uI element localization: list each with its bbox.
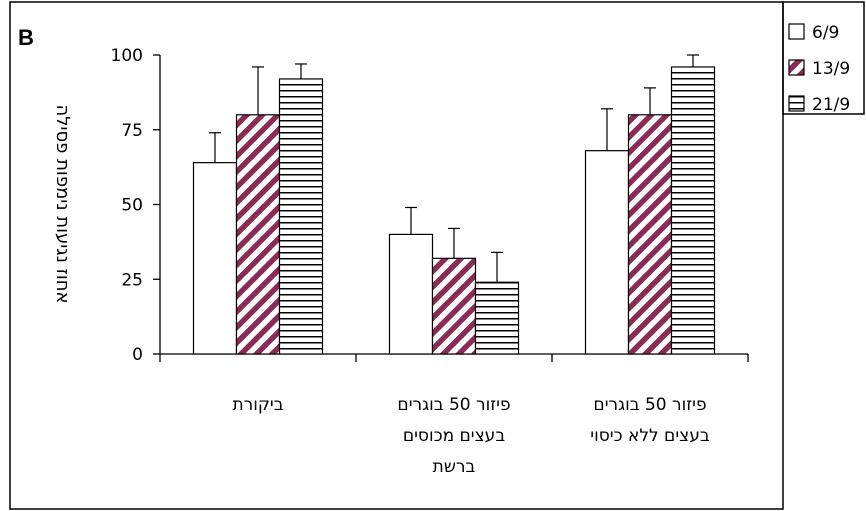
bar bbox=[388, 233, 434, 355]
y-tick-label: 75 bbox=[121, 121, 143, 141]
category-label: ברשת bbox=[433, 457, 476, 477]
legend-swatch bbox=[788, 95, 805, 112]
y-tick-label: 0 bbox=[132, 345, 143, 365]
legend-swatch bbox=[788, 23, 805, 40]
bar bbox=[235, 114, 281, 355]
bar bbox=[278, 78, 324, 355]
category-label: ביקורת bbox=[232, 395, 283, 415]
legend-label: 21/9 bbox=[812, 95, 850, 115]
bar bbox=[192, 162, 238, 355]
y-axis-title: אחוז נגיעות נימפות פסילה bbox=[52, 104, 73, 303]
bar bbox=[584, 150, 630, 355]
y-tick-label: 50 bbox=[121, 196, 143, 216]
legend-label: 13/9 bbox=[812, 59, 850, 79]
bar bbox=[670, 66, 716, 355]
y-tick-label: 100 bbox=[111, 46, 143, 66]
bar bbox=[627, 114, 673, 355]
category-label: פיזור 50 בוגרים bbox=[593, 395, 706, 415]
bar bbox=[474, 281, 520, 355]
category-label: בעצים מכוסים bbox=[403, 426, 505, 446]
panel-label: B bbox=[18, 25, 34, 50]
legend-label: 6/9 bbox=[812, 23, 839, 43]
category-labels: ביקורת פיזור 50 בוגרים בעצים מכוסים ברשת פיז… bbox=[232, 395, 709, 477]
chart-frame bbox=[9, 1, 784, 510]
bar bbox=[431, 257, 477, 355]
error-bars bbox=[209, 54, 699, 283]
legend: 6/9 13/9 21/9 bbox=[788, 23, 850, 115]
legend-swatch bbox=[788, 59, 805, 76]
category-label: פיזור 50 בוגרים bbox=[397, 395, 510, 415]
category-label: בעצים ללא כיסוי bbox=[590, 426, 710, 446]
bars bbox=[192, 66, 716, 355]
legend-frame bbox=[782, 1, 865, 115]
y-tick-label: 25 bbox=[121, 270, 143, 290]
